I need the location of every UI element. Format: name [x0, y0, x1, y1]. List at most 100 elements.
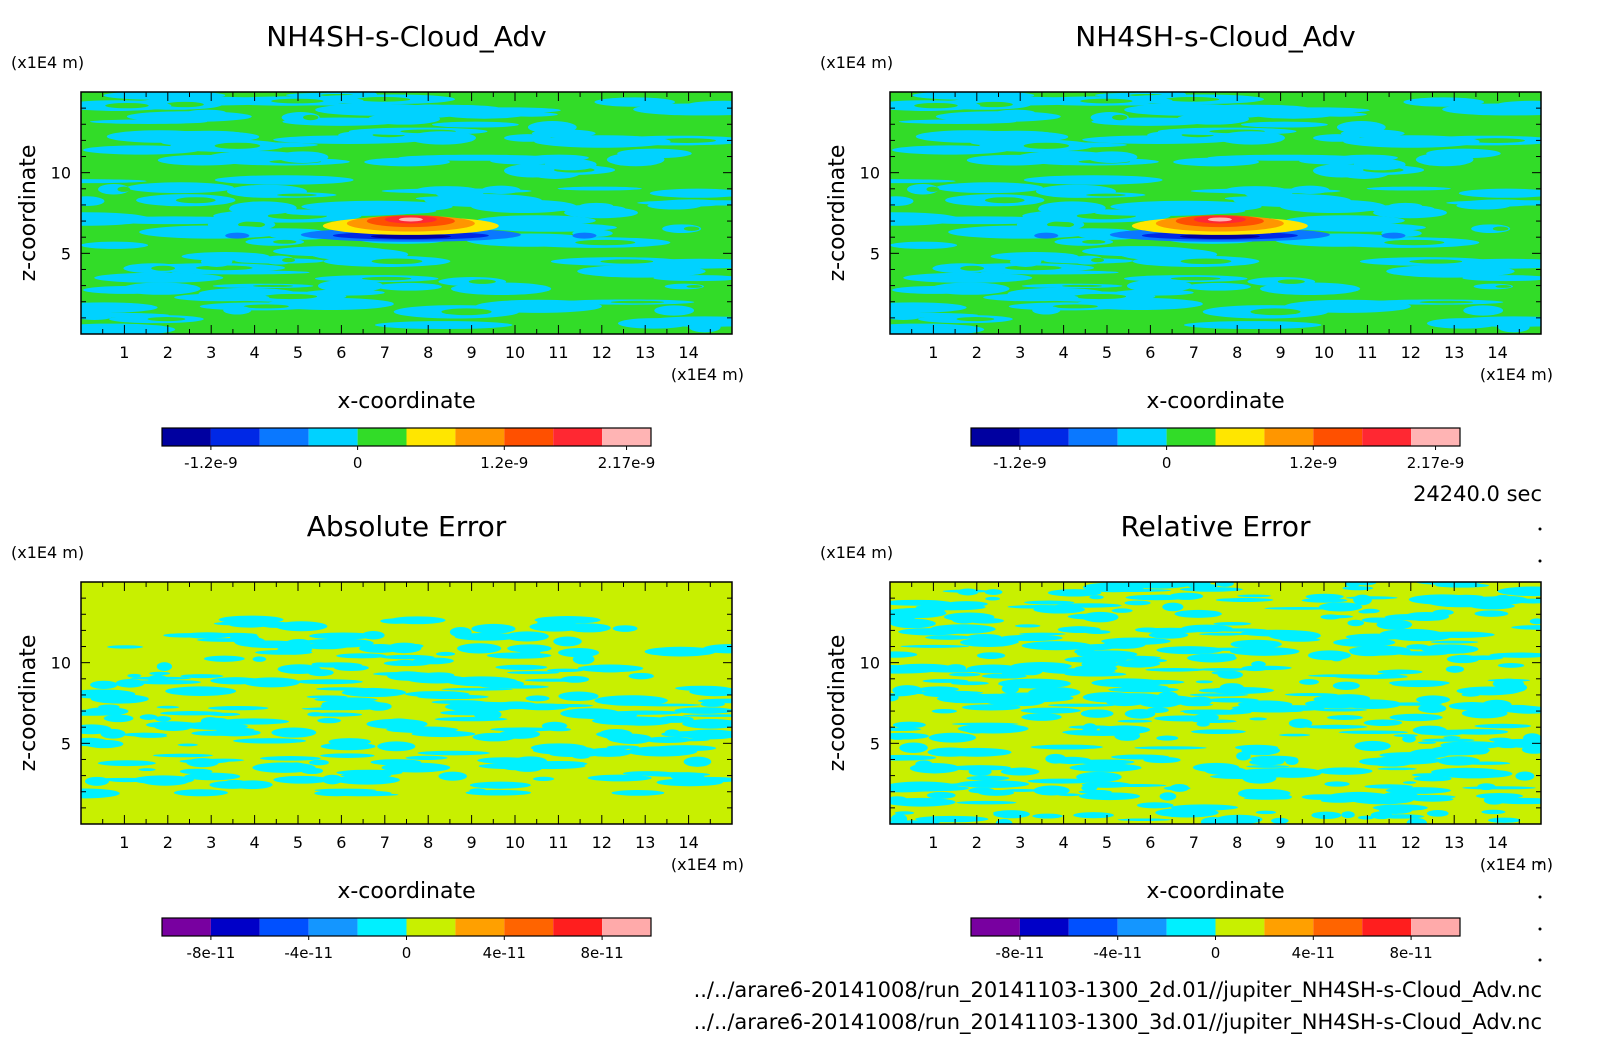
field-blob — [1332, 681, 1360, 690]
field-blob — [1126, 279, 1193, 293]
field-blob — [942, 589, 990, 593]
field-blob — [186, 758, 219, 768]
field-blob — [1497, 663, 1525, 668]
colorbar-segment — [1117, 428, 1167, 446]
heatmap-field — [890, 582, 1541, 824]
field-blob — [180, 674, 224, 679]
field-blob — [1265, 107, 1370, 114]
x-tick-label: 3 — [1015, 343, 1025, 362]
field-blob — [1081, 611, 1119, 623]
x-tick-label: 4 — [1059, 833, 1069, 852]
colorbar-segment — [455, 918, 505, 936]
field-blob — [1413, 776, 1452, 782]
field-blob — [288, 762, 304, 768]
field-hole — [243, 304, 289, 309]
field-blob — [81, 689, 136, 699]
field-blob — [153, 753, 213, 758]
field-blob — [380, 654, 435, 660]
colorbar-tick-label: -8e-11 — [996, 944, 1045, 962]
field-blob — [1461, 708, 1508, 719]
field-blob — [1191, 729, 1246, 735]
x-tick-label: 6 — [336, 343, 346, 362]
colorbar-segment — [259, 428, 309, 446]
field-blob — [1429, 644, 1450, 649]
field-blob — [1406, 817, 1428, 824]
field-blob — [1463, 305, 1504, 316]
small-blob — [1034, 232, 1059, 239]
field-blob — [1180, 587, 1243, 592]
field-hole — [441, 308, 492, 316]
y-unit-label: (x1E4 m) — [11, 53, 84, 72]
field-blob — [1481, 809, 1506, 815]
field-blob — [892, 721, 926, 729]
field-blob — [456, 107, 561, 114]
field-blob — [307, 712, 324, 717]
panel-title: NH4SH-s-Cloud_Adv — [1075, 20, 1355, 53]
colorbar-segment — [1264, 428, 1314, 446]
panel-3: Absolute Error(x1E4 m)1 2 3 4 5 6 7 8 9 10 11 12 13 1… — [11, 510, 744, 962]
field-blob — [1187, 653, 1237, 663]
field-blob — [900, 644, 970, 648]
field-blob — [950, 681, 989, 686]
field-blob — [441, 687, 513, 691]
field-hole — [1091, 257, 1104, 263]
field-blob — [1409, 748, 1450, 759]
field-blob — [611, 789, 665, 796]
field-hole — [356, 96, 411, 102]
field-blob — [926, 791, 956, 799]
field-blob — [1124, 600, 1151, 606]
colorbar-tick-label: -1.2e-9 — [993, 454, 1046, 472]
x-tick-label: 5 — [1102, 343, 1112, 362]
field-blob — [890, 196, 914, 207]
colorbar-segment — [406, 428, 456, 446]
field-blob — [81, 323, 176, 334]
panel-title: Absolute Error — [307, 510, 507, 543]
field-blob — [1004, 695, 1045, 707]
field-blob — [185, 723, 248, 730]
field-blob — [643, 107, 732, 116]
field-hole — [1073, 293, 1127, 300]
field-blob — [229, 622, 270, 628]
y-tick-label: 10 — [860, 164, 880, 183]
field-blob — [404, 691, 470, 698]
field-hole — [974, 101, 1013, 108]
field-hole — [303, 114, 319, 121]
field-blob — [587, 774, 652, 782]
field-blob — [1341, 811, 1355, 819]
field-hole — [1023, 142, 1070, 149]
field-hole — [371, 258, 423, 265]
field-blob — [127, 182, 234, 194]
field-blob — [213, 632, 258, 638]
field-blob — [315, 103, 441, 116]
field-blob — [156, 705, 180, 709]
field-blob — [1195, 680, 1213, 684]
field-hole — [273, 239, 297, 244]
colorbar-segment — [504, 918, 554, 936]
field-blob — [534, 616, 601, 624]
field-blob — [1377, 767, 1417, 771]
x-axis-label: x-coordinate — [1146, 879, 1284, 904]
colorbar-tick-label: -8e-11 — [187, 944, 236, 962]
field-blob — [541, 721, 568, 731]
field-blob — [1327, 715, 1363, 721]
field-blob — [81, 709, 124, 716]
field-blob — [557, 186, 642, 191]
field-blob — [1421, 738, 1475, 742]
colorbar-segment — [971, 918, 1020, 936]
field-hole — [1165, 96, 1220, 102]
field-blob — [1021, 713, 1062, 721]
field-blob — [181, 251, 270, 261]
field-blob — [1304, 724, 1368, 729]
field-blob — [1069, 763, 1142, 772]
field-hole — [1466, 138, 1525, 143]
field-blob — [944, 612, 995, 622]
x-tick-label: 2 — [972, 833, 982, 852]
field-blob — [1243, 796, 1290, 800]
colorbar-tick-label: -4e-11 — [1093, 944, 1142, 962]
x-tick-label: 1 — [928, 343, 938, 362]
field-blob — [223, 305, 252, 315]
colorbar-tick-label: 8e-11 — [580, 944, 623, 962]
field-blob — [486, 652, 552, 659]
field-blob — [358, 644, 401, 653]
field-blob — [1180, 709, 1241, 713]
